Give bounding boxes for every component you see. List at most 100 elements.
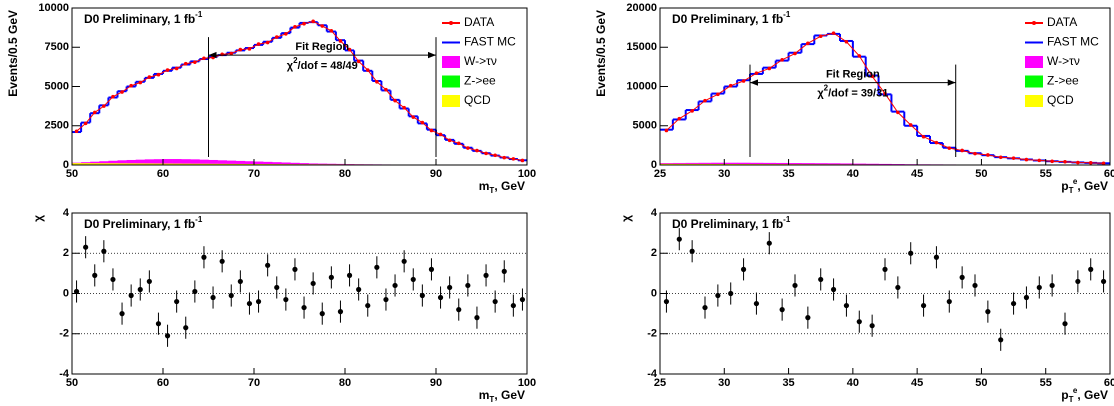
chi-point — [437, 294, 444, 301]
x-tick-label: 30 — [718, 168, 730, 180]
legend-swatch — [442, 95, 460, 107]
data-point — [728, 83, 733, 88]
background-bar — [208, 163, 218, 165]
y-axis-label: χ — [619, 215, 633, 222]
legend-label: DATA — [464, 15, 494, 29]
background-bar — [163, 159, 173, 165]
data-point — [1063, 159, 1067, 164]
data-point — [677, 116, 682, 121]
background-bar — [126, 163, 136, 165]
data-point — [193, 60, 197, 64]
background-bar — [827, 163, 841, 165]
background-bar — [117, 163, 127, 165]
y-tick-label: 2 — [63, 247, 69, 259]
chi-point — [501, 268, 507, 274]
chi2-label-part: χ — [287, 60, 294, 72]
background-bar — [711, 163, 725, 165]
chi-point — [1075, 278, 1081, 285]
chi-point — [715, 292, 721, 299]
data-point — [338, 39, 343, 43]
chi-point — [237, 278, 243, 285]
data-point — [247, 47, 252, 51]
data-point — [475, 148, 479, 153]
background-bar — [108, 160, 118, 165]
background-bar — [281, 162, 291, 165]
chi-point — [128, 292, 134, 299]
x-tick-label: 80 — [339, 168, 351, 180]
chi2-label-part: 2 — [824, 84, 829, 93]
chi-point — [985, 309, 991, 315]
x-axis-label-part: p — [1061, 179, 1068, 193]
x-axis-label-part: e — [1073, 177, 1078, 186]
chi-point — [663, 298, 670, 305]
background-bar — [762, 162, 777, 165]
chi-point — [319, 311, 325, 317]
x-tick-label: 55 — [1040, 377, 1052, 389]
data-point — [793, 51, 797, 56]
chi-point — [292, 266, 298, 272]
data-point — [1024, 157, 1029, 162]
chi-point — [201, 254, 207, 260]
x-tick-label: 30 — [718, 377, 730, 389]
chi-point — [1088, 266, 1094, 272]
chi-point — [183, 325, 189, 331]
data-point — [356, 59, 361, 64]
data-point — [211, 55, 215, 60]
chi-point — [1010, 300, 1017, 307]
data-point — [986, 153, 990, 157]
legend-swatch — [1025, 56, 1043, 68]
data-point — [741, 79, 746, 83]
y-tick-label: 15000 — [626, 41, 657, 53]
background-bar — [852, 163, 867, 165]
x-tick-label: 90 — [430, 168, 442, 180]
background-bar — [199, 163, 209, 165]
y-tick-label: 0 — [651, 287, 657, 299]
chi-point — [946, 298, 952, 305]
y-tick-label: 10000 — [38, 2, 69, 14]
y-axis-label: Events/0.5 GeV — [6, 10, 20, 97]
chi-point — [410, 276, 416, 283]
background-bar — [299, 163, 309, 165]
panel-title: D0 Preliminary, 1 fb-1 — [84, 10, 203, 26]
data-point — [818, 34, 823, 39]
background-bar — [190, 163, 200, 165]
data-point — [870, 74, 874, 79]
background-bar — [226, 160, 237, 165]
background-bar — [272, 162, 282, 165]
data-point — [896, 110, 900, 115]
chi-point — [228, 292, 234, 299]
chi2-label-part: χ — [817, 87, 824, 99]
chi-point — [328, 274, 334, 280]
data-point — [183, 61, 188, 66]
background-bar — [199, 159, 209, 165]
background-bar — [840, 163, 854, 165]
background-bar — [308, 163, 318, 165]
data-point — [908, 123, 913, 127]
background-bar — [217, 160, 227, 165]
chi-point — [933, 254, 940, 260]
data-point — [511, 157, 516, 161]
data-point — [502, 155, 507, 160]
chi-point — [519, 296, 526, 303]
chi-point — [676, 236, 682, 242]
data-point — [347, 47, 352, 52]
data-point — [883, 91, 887, 96]
chi-point — [155, 321, 162, 327]
data-point — [466, 146, 470, 150]
data-point — [857, 54, 862, 58]
y-tick-label: 20000 — [626, 2, 657, 14]
x-tick-label: 60 — [157, 168, 169, 180]
data-point — [393, 98, 397, 103]
chi-point — [1036, 284, 1042, 291]
data-point — [973, 151, 977, 156]
data-point — [147, 75, 152, 79]
legend-label: W->τν — [1047, 54, 1080, 68]
chi-point — [119, 311, 125, 317]
legend-swatch — [1025, 95, 1043, 107]
data-point — [429, 128, 434, 133]
x-tick-label: 60 — [1104, 168, 1114, 180]
legend-swatch — [442, 75, 460, 88]
background-bar — [775, 162, 789, 165]
background-bar — [254, 161, 264, 165]
x-axis-label-part: m — [479, 179, 490, 193]
